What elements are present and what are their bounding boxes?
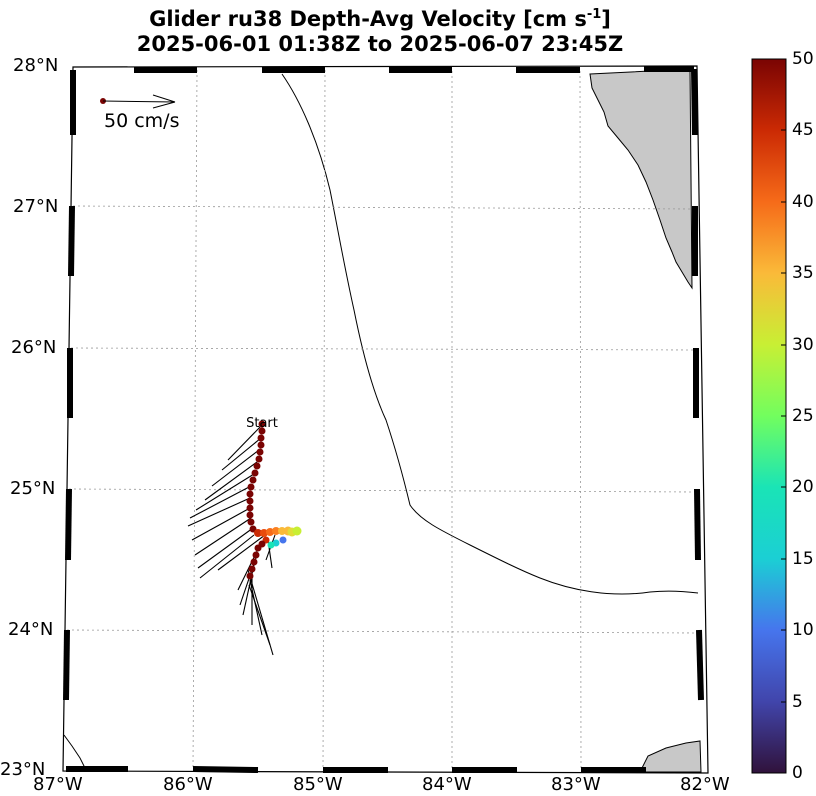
title-text: Glider ru38 Depth-Avg Velocity [cm s [149, 7, 587, 31]
lon-label: 85°W [293, 774, 343, 795]
colorbar-label: 50 [792, 49, 814, 69]
lon-label: 87°W [33, 774, 83, 795]
colorbar-label: 5 [792, 692, 803, 712]
colorbar-label: 0 [792, 763, 803, 783]
colorbar-label: 40 [792, 192, 814, 212]
lat-label: 26°N [11, 337, 57, 358]
frame-border [63, 66, 704, 773]
scale-label: 50 cm/s [104, 110, 179, 132]
title-suffix: ] [601, 7, 611, 31]
start-label: Start [246, 416, 278, 431]
lon-label: 84°W [422, 774, 472, 795]
colorbar-label: 45 [792, 120, 814, 140]
glider-track [246, 420, 266, 580]
colorbar-label: 15 [792, 549, 814, 569]
colorbar-ticks [781, 58, 786, 774]
lat-label: 23°N [0, 759, 46, 780]
lon-label: 86°W [163, 774, 213, 795]
chart-subtitle: 2025-06-01 01:38Z to 2025-06-07 23:45Z [136, 32, 624, 56]
florida-land [589, 68, 693, 290]
colorbar-label: 30 [792, 335, 814, 355]
lat-label: 25°N [10, 478, 56, 499]
title-exponent: -1 [586, 7, 602, 22]
lat-label: 27°N [13, 196, 59, 217]
colorbar-label: 20 [792, 477, 814, 497]
colorbar-label: 10 [792, 620, 814, 640]
colorbar [751, 58, 787, 774]
lon-label: 83°W [551, 774, 601, 795]
track-colored-dots [254, 526, 302, 549]
lat-label: 28°N [13, 55, 59, 76]
depth-contour [281, 73, 699, 595]
colorbar-label: 25 [792, 406, 814, 426]
colorbar-label: 35 [792, 263, 814, 283]
cuba-edge [63, 734, 87, 771]
grid-lines [66, 69, 698, 771]
lon-label: 82°W [680, 774, 730, 795]
lat-label: 24°N [8, 619, 54, 640]
scale-arrow [102, 94, 176, 109]
keys-land [639, 740, 702, 773]
chart-title: Glider ru38 Depth-Avg Velocity [cm s-1] [0, 2, 760, 32]
